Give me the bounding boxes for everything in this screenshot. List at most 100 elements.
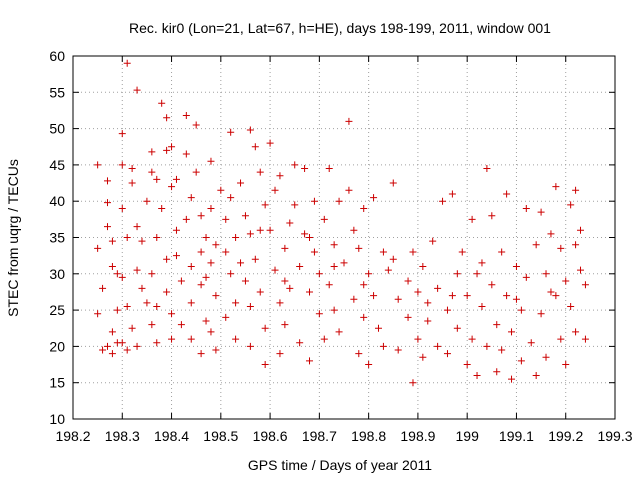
- data-point: [478, 302, 486, 310]
- data-point: [522, 204, 530, 212]
- data-point: [153, 175, 161, 183]
- data-point: [163, 255, 171, 263]
- data-point: [286, 219, 294, 227]
- data-point: [335, 197, 343, 205]
- data-point: [168, 143, 176, 151]
- data-point: [335, 328, 343, 336]
- y-tick-label: 30: [49, 266, 65, 282]
- data-point: [517, 357, 525, 365]
- data-point: [192, 168, 200, 176]
- data-point: [192, 121, 200, 129]
- data-point: [389, 179, 397, 187]
- data-point: [409, 379, 417, 387]
- x-tick-label: 198.5: [203, 428, 238, 444]
- data-point: [463, 361, 471, 369]
- data-point: [291, 161, 299, 169]
- data-point: [567, 302, 575, 310]
- data-point: [266, 226, 274, 234]
- data-point: [118, 273, 126, 281]
- data-point: [261, 201, 269, 209]
- data-point: [577, 266, 585, 274]
- y-tick-label: 55: [49, 84, 65, 100]
- gridlines: [73, 56, 615, 419]
- x-tick-label: 199.1: [499, 428, 534, 444]
- data-point: [241, 212, 249, 220]
- data-point: [232, 234, 240, 241]
- data-point: [99, 284, 107, 292]
- data-point: [310, 197, 318, 205]
- data-point: [153, 339, 161, 347]
- data-point: [478, 259, 486, 267]
- data-point: [572, 186, 580, 194]
- data-point: [493, 321, 501, 329]
- data-point: [532, 241, 540, 249]
- data-point: [463, 292, 471, 300]
- data-point: [350, 295, 358, 303]
- data-point: [256, 168, 264, 176]
- data-point: [133, 266, 141, 274]
- data-point: [133, 342, 141, 350]
- data-point: [512, 263, 520, 271]
- data-point: [172, 175, 180, 183]
- data-point: [360, 313, 368, 321]
- data-point: [404, 277, 412, 285]
- data-point: [552, 292, 560, 300]
- data-point: [281, 277, 289, 285]
- data-point: [468, 215, 476, 223]
- data-point: [94, 310, 102, 318]
- data-point: [325, 165, 333, 173]
- data-point: [251, 143, 259, 151]
- data-point: [572, 241, 580, 249]
- data-point: [197, 212, 205, 220]
- data-point: [113, 306, 121, 314]
- data-point: [177, 277, 185, 285]
- data-point: [212, 346, 220, 354]
- data-point: [128, 165, 136, 173]
- data-point: [118, 204, 126, 212]
- data-point: [148, 148, 156, 156]
- data-point: [143, 299, 151, 307]
- data-point: [488, 281, 496, 289]
- data-point: [557, 244, 565, 252]
- x-tick-label: 199: [456, 428, 480, 444]
- data-point: [547, 230, 555, 238]
- data-point: [276, 350, 284, 358]
- data-point: [148, 168, 156, 176]
- y-tick-label: 25: [49, 302, 65, 318]
- data-point: [128, 179, 136, 187]
- data-point: [577, 226, 585, 234]
- data-point: [325, 281, 333, 289]
- data-point: [227, 128, 235, 136]
- y-tick-label: 20: [49, 338, 65, 354]
- data-point: [503, 292, 511, 300]
- data-point: [256, 226, 264, 234]
- data-point: [503, 190, 511, 198]
- data-point: [379, 342, 387, 350]
- data-point: [306, 288, 314, 296]
- data-point: [217, 186, 225, 194]
- data-point: [158, 204, 166, 212]
- data-point: [483, 342, 491, 350]
- data-point: [384, 266, 392, 274]
- y-tick-label: 45: [49, 157, 65, 173]
- data-point: [227, 270, 235, 278]
- data-point: [232, 299, 240, 307]
- data-point: [350, 226, 358, 234]
- data-point: [172, 226, 180, 234]
- data-point: [276, 299, 284, 307]
- data-point: [108, 237, 116, 245]
- data-point: [251, 255, 259, 263]
- data-point: [374, 324, 382, 332]
- data-point: [133, 86, 141, 94]
- y-tick-label: 50: [49, 121, 65, 137]
- data-point: [108, 263, 116, 271]
- data-point: [532, 371, 540, 379]
- data-point: [522, 273, 530, 281]
- data-point: [212, 241, 220, 249]
- data-point: [542, 270, 550, 278]
- data-point: [483, 165, 491, 173]
- data-point: [419, 263, 427, 271]
- data-point: [148, 321, 156, 329]
- data-point: [389, 255, 397, 263]
